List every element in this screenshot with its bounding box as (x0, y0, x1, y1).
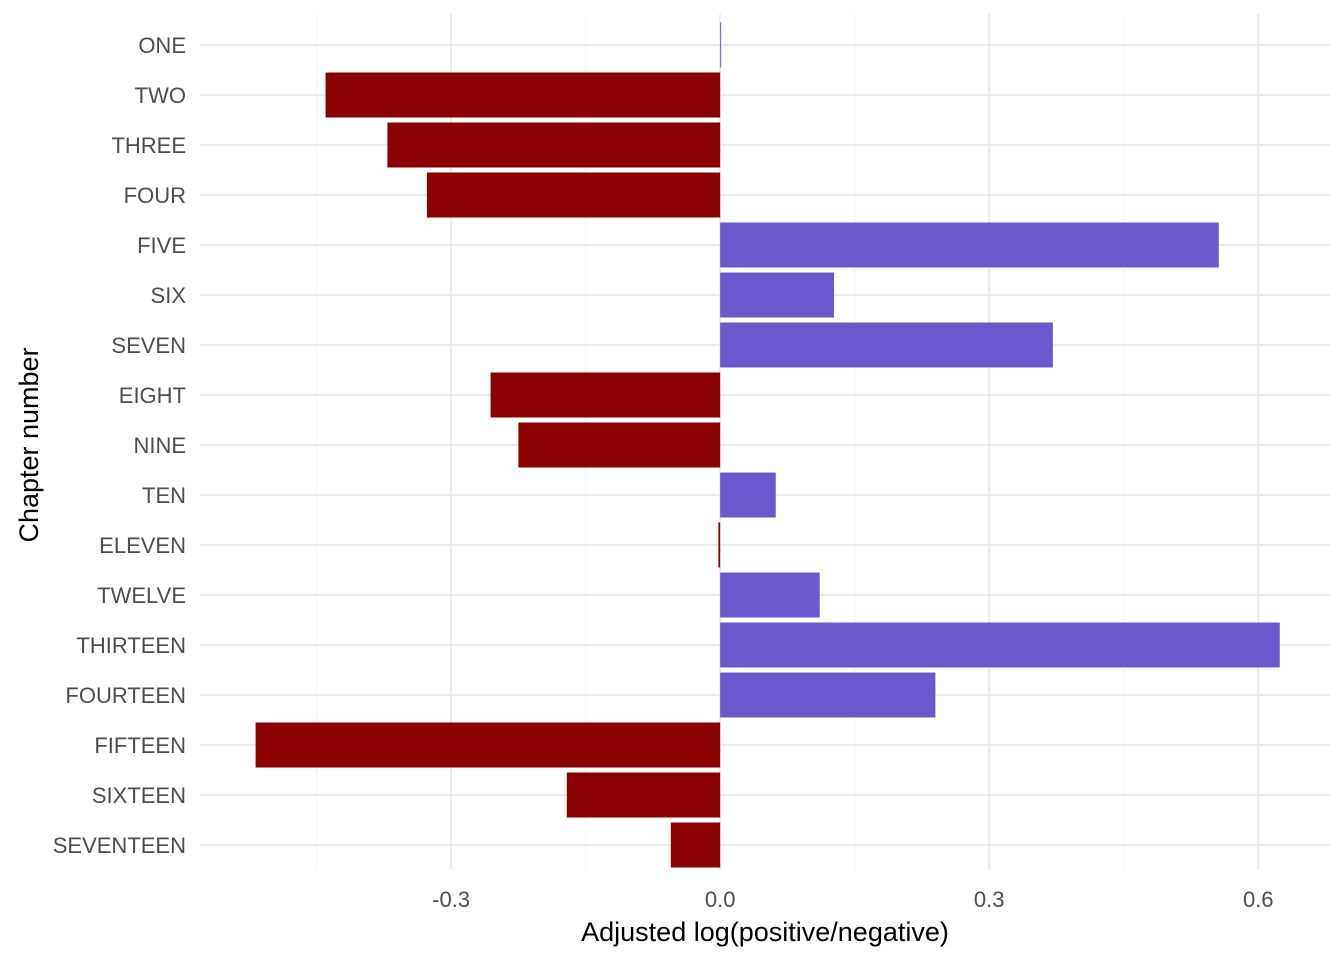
bar-sixteen (566, 772, 721, 818)
bar-one (720, 22, 722, 68)
bar-thirteen (720, 622, 1280, 668)
y-tick-label: TWELVE (97, 583, 186, 608)
bar-eleven (718, 522, 721, 568)
bars (255, 22, 1280, 868)
bar-twelve (720, 572, 820, 618)
x-axis-title: Adjusted log(positive/negative) (581, 917, 949, 947)
y-tick-label: EIGHT (119, 383, 186, 408)
y-tick-label: ELEVEN (99, 533, 186, 558)
y-tick-label: FOUR (124, 183, 186, 208)
bar-seventeen (670, 822, 721, 868)
bar-two (325, 72, 721, 118)
bar-seven (720, 322, 1053, 368)
y-tick-label: FIVE (137, 233, 186, 258)
y-axis-title: Chapter number (14, 347, 44, 542)
y-tick-label: SIXTEEN (92, 783, 186, 808)
bar-four (426, 172, 721, 218)
y-tick-label: SEVENTEEN (53, 833, 186, 858)
bar-nine (518, 422, 721, 468)
y-tick-labels: ONE TWO THREE FOUR FIVE SIX SEVEN EIGHT NINE TEN E… (53, 33, 187, 858)
y-tick-label: FIFTEEN (94, 733, 186, 758)
y-tick-label: THREE (111, 133, 186, 158)
y-tick-label: TWO (135, 83, 186, 108)
bar-five (720, 222, 1219, 268)
y-tick-label: SEVEN (111, 333, 186, 358)
y-tick-label: TEN (142, 483, 186, 508)
x-tick-label: 0.0 (705, 887, 736, 912)
bar-three (387, 122, 721, 168)
bar-fourteen (720, 672, 936, 718)
x-tick-labels: -0.3 0.0 0.3 0.6 (432, 887, 1273, 912)
y-tick-label: NINE (133, 433, 186, 458)
x-tick-label: 0.3 (974, 887, 1005, 912)
y-tick-label: ONE (138, 33, 186, 58)
bar-six (720, 272, 835, 318)
x-tick-label: 0.6 (1243, 887, 1274, 912)
bar-ten (720, 472, 776, 518)
y-tick-label: SIX (151, 283, 187, 308)
y-tick-label: THIRTEEN (76, 633, 186, 658)
x-tick-label: -0.3 (432, 887, 470, 912)
bar-eight (490, 372, 721, 418)
y-tick-label: FOURTEEN (65, 683, 186, 708)
bar-fifteen (255, 722, 721, 768)
